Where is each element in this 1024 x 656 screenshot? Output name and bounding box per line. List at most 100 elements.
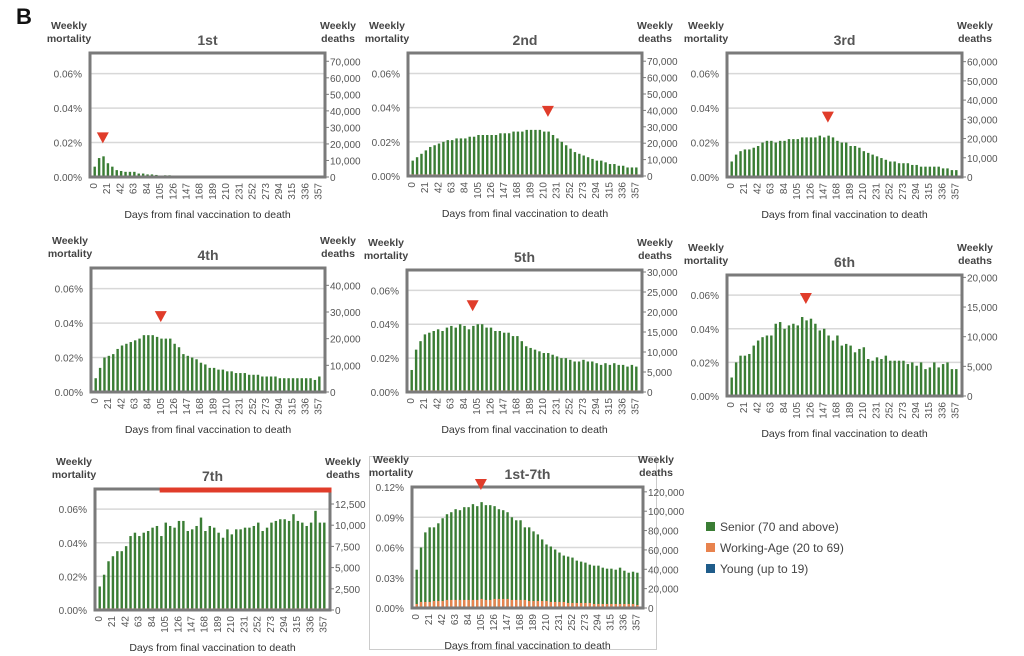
x-tick-label: 357 (319, 616, 330, 633)
bar-senior (274, 520, 278, 610)
right-tick-label: 60,000 (330, 74, 361, 85)
bar-senior (120, 345, 124, 392)
bar-senior (730, 377, 733, 396)
bar-senior (558, 552, 561, 608)
right-axis-title: deaths (638, 250, 672, 262)
bar-senior (521, 131, 524, 176)
bar-senior (538, 351, 541, 392)
bar-senior (133, 532, 137, 610)
bar-senior (133, 340, 137, 392)
x-tick-label: 357 (632, 614, 643, 631)
bar-senior (770, 335, 773, 396)
x-tick-label: 168 (195, 398, 206, 415)
right-tick-label: 10,000 (335, 521, 366, 532)
bar-senior (520, 341, 524, 392)
bar-working-age (484, 599, 488, 608)
right-axis-title: deaths (321, 248, 355, 260)
x-tick-label: 105 (792, 402, 803, 419)
left-tick-label: 0.02% (691, 358, 719, 369)
bar-senior (734, 362, 738, 396)
left-tick-label: 0.00% (691, 392, 719, 403)
x-tick-label: 168 (195, 183, 206, 200)
x-tick-label: 273 (580, 614, 591, 631)
left-tick-label: 0.00% (54, 173, 82, 184)
right-axis-title: deaths (321, 33, 355, 45)
panel-title: 6th (834, 254, 855, 270)
bar-senior (555, 356, 559, 392)
bar-senior (822, 137, 826, 177)
bar-senior (458, 324, 462, 392)
x-tick-label: 294 (274, 183, 285, 200)
bar-senior (836, 335, 839, 396)
x-tick-label: 126 (486, 182, 497, 199)
plot-frame (89, 266, 327, 394)
bar-senior (226, 529, 229, 610)
bar-senior (111, 166, 114, 177)
bar-working-age (424, 601, 427, 608)
bar-working-age (493, 598, 496, 608)
bar-senior (911, 362, 914, 396)
bar-working-age (562, 601, 565, 608)
bar-senior (265, 527, 269, 610)
x-tick-label: 189 (208, 398, 219, 415)
right-axis-title: Weekly (325, 456, 361, 468)
bar-senior (787, 139, 791, 177)
bar-senior (283, 378, 286, 392)
left-tick-label: 0.00% (691, 173, 719, 184)
bar-senior (897, 360, 901, 396)
x-tick-label: 0 (726, 183, 737, 189)
bar-senior (124, 546, 128, 610)
bar-senior (151, 527, 154, 610)
bar-senior (627, 572, 630, 608)
bar-senior (778, 322, 782, 396)
bar-senior (476, 324, 479, 392)
bar-senior (213, 527, 216, 610)
left-tick-label: 0.06% (54, 70, 82, 81)
bar-senior (463, 507, 466, 608)
bar-working-age (614, 603, 617, 608)
right-axis-title: Weekly (957, 20, 993, 32)
x-tick-label: 21 (739, 183, 750, 195)
bar-senior (287, 520, 291, 610)
left-tick-label: 0.02% (371, 354, 399, 365)
bar-senior (792, 139, 795, 177)
bar-senior (208, 525, 212, 610)
x-tick-label: 315 (292, 616, 303, 633)
bar-senior (919, 166, 923, 177)
right-axis-title: deaths (958, 255, 992, 267)
x-tick-label: 147 (502, 614, 513, 631)
x-axis-label: Days from final vaccination to death (442, 208, 608, 220)
bar-senior (937, 367, 940, 396)
x-tick-label: 168 (832, 183, 843, 200)
x-tick-label: 21 (424, 614, 435, 626)
bar-senior (235, 529, 238, 610)
bar-senior (190, 529, 194, 610)
bar-senior (564, 145, 568, 176)
x-tick-label: 273 (261, 183, 272, 200)
bar-senior (630, 364, 634, 392)
right-tick-label: 10,000 (647, 348, 678, 359)
bar-working-age (558, 601, 561, 608)
bar-senior (230, 371, 233, 392)
x-tick-label: 0 (90, 398, 101, 404)
right-tick-label: 60,000 (647, 74, 678, 85)
bar-senior (274, 376, 277, 392)
bar-senior (783, 140, 786, 177)
bar-senior (591, 361, 594, 392)
bar-senior (528, 527, 531, 608)
bar-senior (287, 378, 290, 392)
x-tick-label: 336 (617, 398, 628, 415)
bar-senior (257, 522, 260, 610)
bar-senior (502, 510, 505, 608)
right-axis-title: Weekly (638, 454, 674, 466)
bar-senior (946, 168, 949, 177)
bar-senior (450, 325, 453, 392)
bar-senior (125, 343, 128, 392)
x-tick-label: 147 (186, 616, 197, 633)
x-tick-label: 336 (619, 614, 630, 631)
x-tick-label: 294 (279, 616, 290, 633)
bar-working-age (502, 598, 505, 608)
bar-senior (116, 348, 119, 392)
right-tick-label: 0 (647, 172, 653, 183)
bar-senior (445, 327, 449, 392)
